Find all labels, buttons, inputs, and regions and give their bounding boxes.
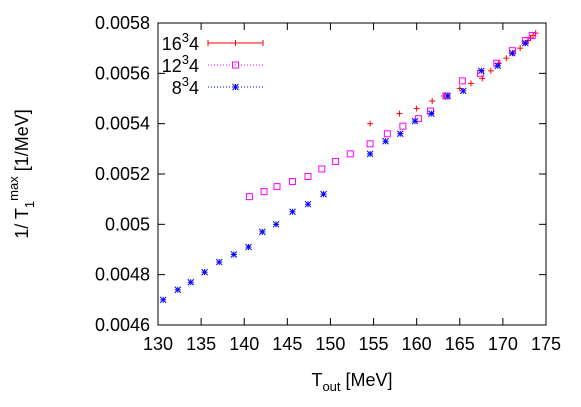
- legend-label-tail: 4: [189, 56, 199, 76]
- data-point: [272, 220, 280, 228]
- data-point: [332, 157, 340, 165]
- data-point: [304, 200, 312, 208]
- plot-frame: [157, 22, 547, 326]
- data-point: [366, 150, 374, 158]
- data-point: [444, 92, 452, 100]
- legend-label-sup: 3: [182, 52, 189, 67]
- y-tick-label: 0.005: [105, 214, 150, 234]
- y-tick-label: 0.0052: [95, 164, 150, 184]
- data-point: [366, 140, 374, 148]
- data-point: [517, 45, 524, 52]
- data-point: [289, 208, 296, 216]
- data-point: [494, 62, 502, 70]
- x-axis-title-rest: [MeV]: [341, 370, 393, 390]
- x-tick-label: 155: [359, 334, 389, 354]
- data-point: [245, 243, 252, 251]
- data-point: [367, 120, 374, 127]
- data-point: [521, 39, 529, 47]
- data-point: [509, 49, 516, 57]
- data-point: [528, 32, 536, 40]
- data-point: [230, 251, 238, 258]
- data-point: [273, 183, 281, 191]
- data-point: [383, 130, 391, 138]
- x-tick-label: 175: [531, 334, 561, 354]
- data-point: [215, 258, 223, 266]
- x-tick-label: 140: [229, 334, 259, 354]
- y-axis-title-sub: 1: [22, 201, 37, 208]
- legend-label-base: 8: [172, 78, 182, 98]
- data-point: [477, 67, 485, 75]
- data-point: [245, 193, 253, 201]
- legend-label-base: 16: [162, 34, 182, 54]
- data-point: [159, 296, 167, 304]
- y-tick-label: 0.0054: [95, 114, 150, 134]
- data-point: [503, 55, 510, 62]
- data-point: [260, 188, 268, 196]
- legend-label-base: 12: [162, 56, 182, 76]
- legend-label-sup: 3: [182, 74, 189, 89]
- x-tick-label: 170: [488, 334, 518, 354]
- y-tick-label: 0.0048: [95, 265, 150, 285]
- data-point: [258, 228, 266, 236]
- y-axis-title-sup: max: [6, 176, 21, 201]
- data-point: [396, 110, 403, 117]
- data-point: [304, 173, 312, 181]
- data-point: [456, 85, 463, 92]
- legend-label: 834: [172, 74, 199, 98]
- x-tick-label: 130: [143, 334, 173, 354]
- x-tick-label: 150: [315, 334, 345, 354]
- data-point: [320, 190, 327, 198]
- data-point: [487, 67, 494, 74]
- legend-label-sup: 3: [182, 30, 189, 45]
- legend-label-tail: 4: [189, 34, 199, 54]
- data-point: [459, 87, 467, 95]
- tick-layer: 130 135 140 145 150 155 160 165 170 175 0.0046 0.00…: [95, 13, 561, 354]
- y-axis-title-rest: [1/MeV]: [12, 109, 32, 176]
- data-point: [201, 268, 208, 276]
- x-tick-label: 165: [445, 334, 475, 354]
- legend-label-tail: 4: [189, 78, 199, 98]
- x-axis-title-main: T: [311, 370, 322, 390]
- y-axis-title-prefix: 1/ T: [12, 208, 32, 239]
- x-axis-title: Tout [MeV]: [311, 370, 392, 394]
- data-point: [318, 165, 326, 173]
- x-axis-title-sub: out: [322, 379, 340, 394]
- data-point: [187, 278, 195, 286]
- legend-marker: [232, 83, 239, 91]
- legend-label: 1634: [162, 30, 199, 54]
- y-axis-title: 1/ T1max [1/MeV]: [6, 109, 37, 239]
- points-layer: [159, 30, 539, 304]
- data-point: [429, 98, 436, 105]
- legend-marker: [232, 61, 239, 69]
- data-point: [346, 150, 354, 158]
- y-tick-label: 0.0058: [95, 13, 150, 33]
- legend-marker: [232, 40, 239, 46]
- data-point: [411, 117, 419, 125]
- data-point: [413, 105, 420, 112]
- y-tick-label: 0.0056: [95, 63, 150, 83]
- data-point: [427, 110, 435, 117]
- data-point: [174, 286, 182, 294]
- data-point: [399, 122, 407, 130]
- data-point: [289, 178, 297, 186]
- data-point: [458, 77, 466, 85]
- data-point: [382, 137, 389, 145]
- y-tick-label: 0.0046: [95, 315, 150, 335]
- legend-label: 1234: [162, 52, 199, 76]
- data-point: [467, 80, 474, 87]
- x-tick-label: 135: [186, 334, 216, 354]
- data-point: [396, 130, 404, 138]
- x-tick-label: 160: [402, 334, 432, 354]
- x-tick-label: 145: [272, 334, 302, 354]
